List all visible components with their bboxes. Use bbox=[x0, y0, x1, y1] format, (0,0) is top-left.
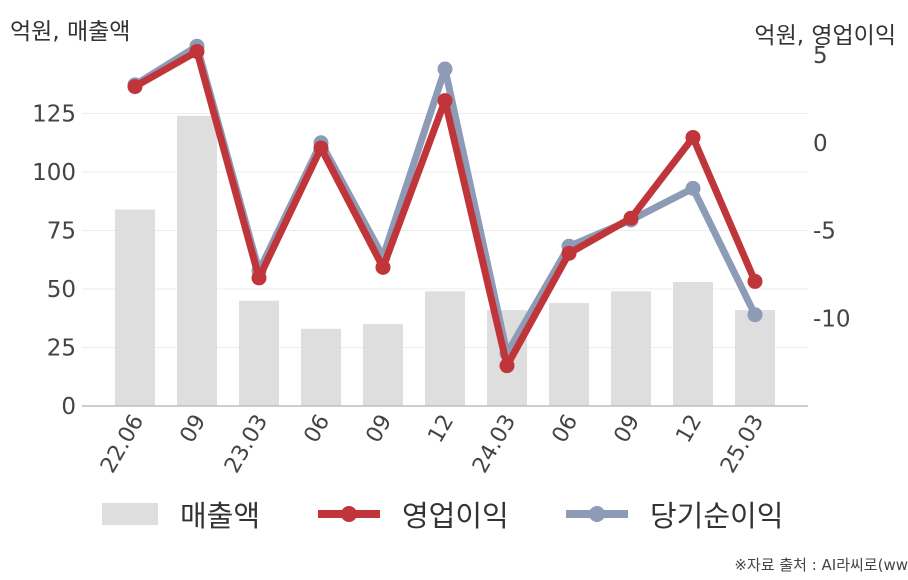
right-tick-label: 5 bbox=[813, 43, 828, 69]
left-tick-label: 50 bbox=[47, 277, 76, 303]
legend-swatch-revenue bbox=[102, 503, 158, 525]
legend-label-operating-profit: 영업이익 bbox=[402, 499, 509, 533]
left-tick-label: 25 bbox=[47, 336, 76, 362]
x-tick-label: 06 bbox=[300, 411, 336, 448]
point-operating-profit bbox=[747, 273, 763, 289]
bar-revenue bbox=[673, 281, 713, 406]
x-tick-label: 12 bbox=[672, 411, 708, 448]
point-net-income bbox=[437, 61, 453, 77]
x-tick-label: 25.03 bbox=[716, 411, 769, 478]
right-tick-label: 0 bbox=[813, 131, 828, 157]
point-operating-profit bbox=[623, 210, 639, 226]
bar-revenue bbox=[239, 300, 279, 406]
source-credit: ※자료 출처 : AI라씨로(ww bbox=[734, 556, 908, 574]
x-tick-label: 24.03 bbox=[468, 411, 521, 478]
legend-item-net-income: 당기순이익 bbox=[566, 492, 783, 536]
legend-swatch-operating-profit bbox=[318, 503, 380, 525]
left-tick-label: 100 bbox=[32, 160, 76, 186]
point-operating-profit bbox=[375, 259, 391, 275]
x-tick-label: 22.06 bbox=[96, 411, 149, 478]
point-operating-profit bbox=[561, 245, 577, 261]
bar-revenue bbox=[115, 209, 155, 406]
x-tick-label: 12 bbox=[424, 411, 460, 448]
x-tick-label: 06 bbox=[548, 411, 584, 448]
legend-label-revenue: 매출액 bbox=[180, 499, 261, 533]
point-net-income bbox=[685, 180, 701, 196]
right-tick-label: -10 bbox=[813, 306, 851, 332]
point-operating-profit bbox=[437, 93, 453, 109]
point-operating-profit bbox=[127, 79, 143, 95]
point-operating-profit bbox=[313, 140, 329, 156]
bar-revenue bbox=[611, 291, 651, 406]
left-tick-label: 0 bbox=[61, 394, 76, 420]
bar-revenue bbox=[363, 324, 403, 406]
bar-revenue bbox=[177, 115, 217, 406]
legend-swatch-net-income bbox=[566, 503, 628, 525]
bar-revenue bbox=[425, 291, 465, 406]
x-tick-label: 09 bbox=[176, 411, 212, 448]
legend: 매출액 영업이익 당기순이익 bbox=[0, 492, 908, 536]
legend-label-net-income: 당기순이익 bbox=[650, 499, 784, 533]
point-operating-profit bbox=[499, 358, 515, 374]
right-axis-unit-label: 억원, 영업이익 bbox=[754, 23, 896, 49]
bar-revenue bbox=[549, 303, 589, 406]
x-tick-label: 23.03 bbox=[220, 411, 273, 478]
x-tick-label: 09 bbox=[362, 411, 398, 448]
point-operating-profit bbox=[685, 129, 701, 145]
point-net-income bbox=[747, 307, 763, 323]
x-tick-label: 09 bbox=[610, 411, 646, 448]
left-tick-label: 75 bbox=[47, 219, 76, 245]
legend-item-operating-profit: 영업이익 bbox=[318, 492, 509, 536]
right-tick-label: -5 bbox=[813, 219, 836, 245]
legend-item-revenue: 매출액 bbox=[102, 492, 260, 536]
point-operating-profit bbox=[251, 270, 267, 286]
bar-revenue bbox=[301, 328, 341, 406]
left-tick-label: 125 bbox=[32, 102, 76, 128]
left-axis-unit-label: 억원, 매출액 bbox=[10, 19, 131, 45]
bar-revenue bbox=[735, 310, 775, 406]
point-operating-profit bbox=[189, 43, 205, 59]
